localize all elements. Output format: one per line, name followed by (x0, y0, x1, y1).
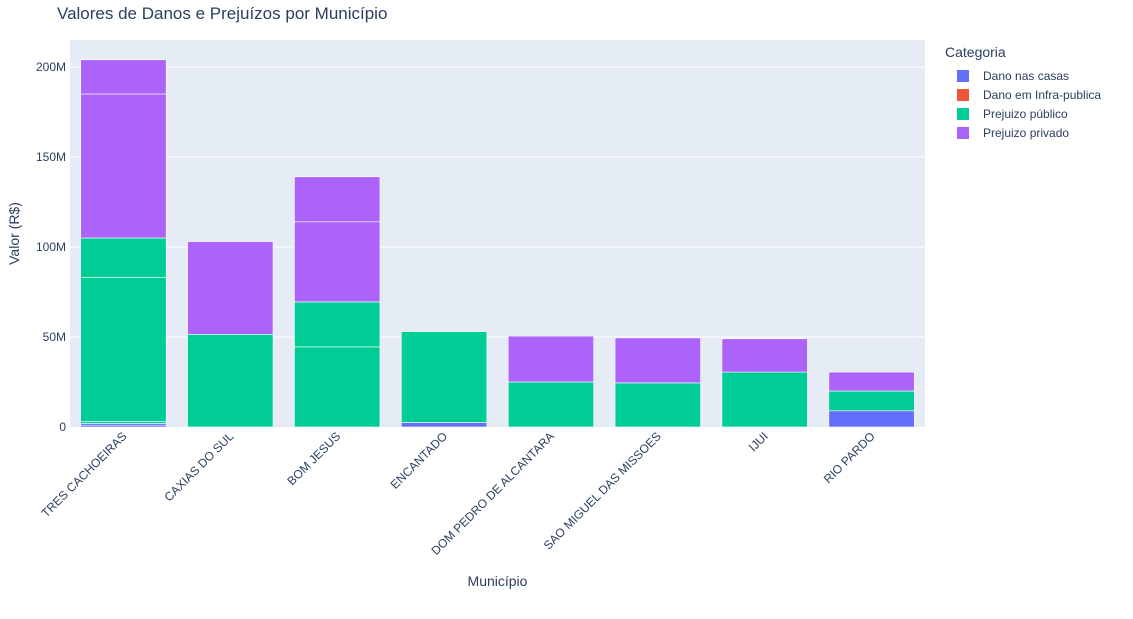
legend-swatch (957, 107, 969, 120)
legend-swatch (957, 88, 969, 101)
x-tick-label: ENCANTADO (388, 429, 451, 492)
legend-swatch (957, 126, 969, 139)
y-tick-label: 100M (36, 240, 66, 254)
bar-prejuizo-privado-bom-jesus[interactable] (294, 176, 381, 223)
bar-dano-nas-casas-encantado[interactable] (401, 422, 488, 428)
bar-prejuizo-privado-tres-cachoeiras[interactable] (80, 59, 167, 95)
bar-prejuizo-publico-tres-cachoeiras[interactable] (80, 237, 167, 278)
x-tick-label: CAXIAS DO SUL (161, 429, 236, 504)
bar-prejuizo-publico-sao-miguel-das-missoes[interactable] (614, 382, 701, 428)
bar-prejuizo-publico-caxias-do-sul[interactable] (187, 333, 274, 428)
bar-prejuizo-publico-ijui[interactable] (721, 371, 808, 428)
y-axis-title: Valor (R$) (6, 202, 22, 265)
legend: Categoria Dano nas casas Dano em Infra-pu… (945, 44, 1101, 142)
x-tick-label: RIO PARDO (821, 429, 878, 486)
bar-prejuizo-privado-ijui[interactable] (721, 338, 808, 373)
bar-dano-nas-casas-rio-pardo[interactable] (828, 410, 915, 428)
legend-title: Categoria (945, 44, 1006, 60)
bar-prejuizo-privado-caxias-do-sul[interactable] (187, 241, 274, 335)
legend-item-dano-nas-casas[interactable]: Dano nas casas (945, 66, 1101, 85)
chart-title: Valores de Danos e Prejuízos por Municíp… (57, 4, 388, 23)
x-tick-label: DOM PEDRO DE ALCANTARA (428, 429, 557, 558)
legend-item-prejuizo-publico[interactable]: Prejuizo público (945, 104, 1101, 123)
bar-prejuizo-privado-dom-pedro-de-alcantara[interactable] (507, 335, 594, 383)
x-axis-title: Município (468, 573, 528, 589)
legend-label: Dano em Infra-publica (983, 87, 1102, 102)
bar-prejuizo-publico-bom-jesus[interactable] (294, 301, 381, 348)
bar-prejuizo-privado-bom-jesus[interactable] (294, 221, 381, 303)
legend-label: Prejuizo privado (983, 125, 1070, 140)
y-tick-label: 50M (43, 330, 66, 344)
bar-prejuizo-privado-sao-miguel-das-missoes[interactable] (614, 337, 701, 384)
legend-swatch (957, 69, 969, 82)
bar-prejuizo-privado-rio-pardo[interactable] (828, 371, 915, 392)
y-tick-label: 200M (36, 60, 66, 74)
bar-prejuizo-publico-dom-pedro-de-alcantara[interactable] (507, 381, 594, 428)
y-tick-label: 0 (59, 420, 66, 434)
bar-prejuizo-publico-tres-cachoeiras[interactable] (80, 277, 167, 422)
bar-prejuizo-privado-tres-cachoeiras[interactable] (80, 93, 167, 239)
bar-prejuizo-publico-bom-jesus[interactable] (294, 346, 381, 428)
bar-prejuizo-publico-rio-pardo[interactable] (828, 390, 915, 412)
x-tick-label: SAO MIGUEL DAS MISSOES (541, 429, 664, 552)
legend-label: Prejuizo público (983, 106, 1068, 121)
legend-label: Dano nas casas (983, 68, 1070, 83)
legend-item-prejuizo-privado[interactable]: Prejuizo privado (945, 123, 1101, 142)
x-tick-label: BOM JESUS (284, 429, 343, 488)
x-tick-label: TRES CACHOEIRAS (39, 429, 130, 520)
legend-item-dano-em-infra-publica[interactable]: Dano em Infra-publica (945, 85, 1101, 104)
bar-prejuizo-publico-encantado[interactable] (401, 331, 488, 423)
y-tick-label: 150M (36, 150, 66, 164)
x-tick-label: IJUI (746, 429, 771, 454)
